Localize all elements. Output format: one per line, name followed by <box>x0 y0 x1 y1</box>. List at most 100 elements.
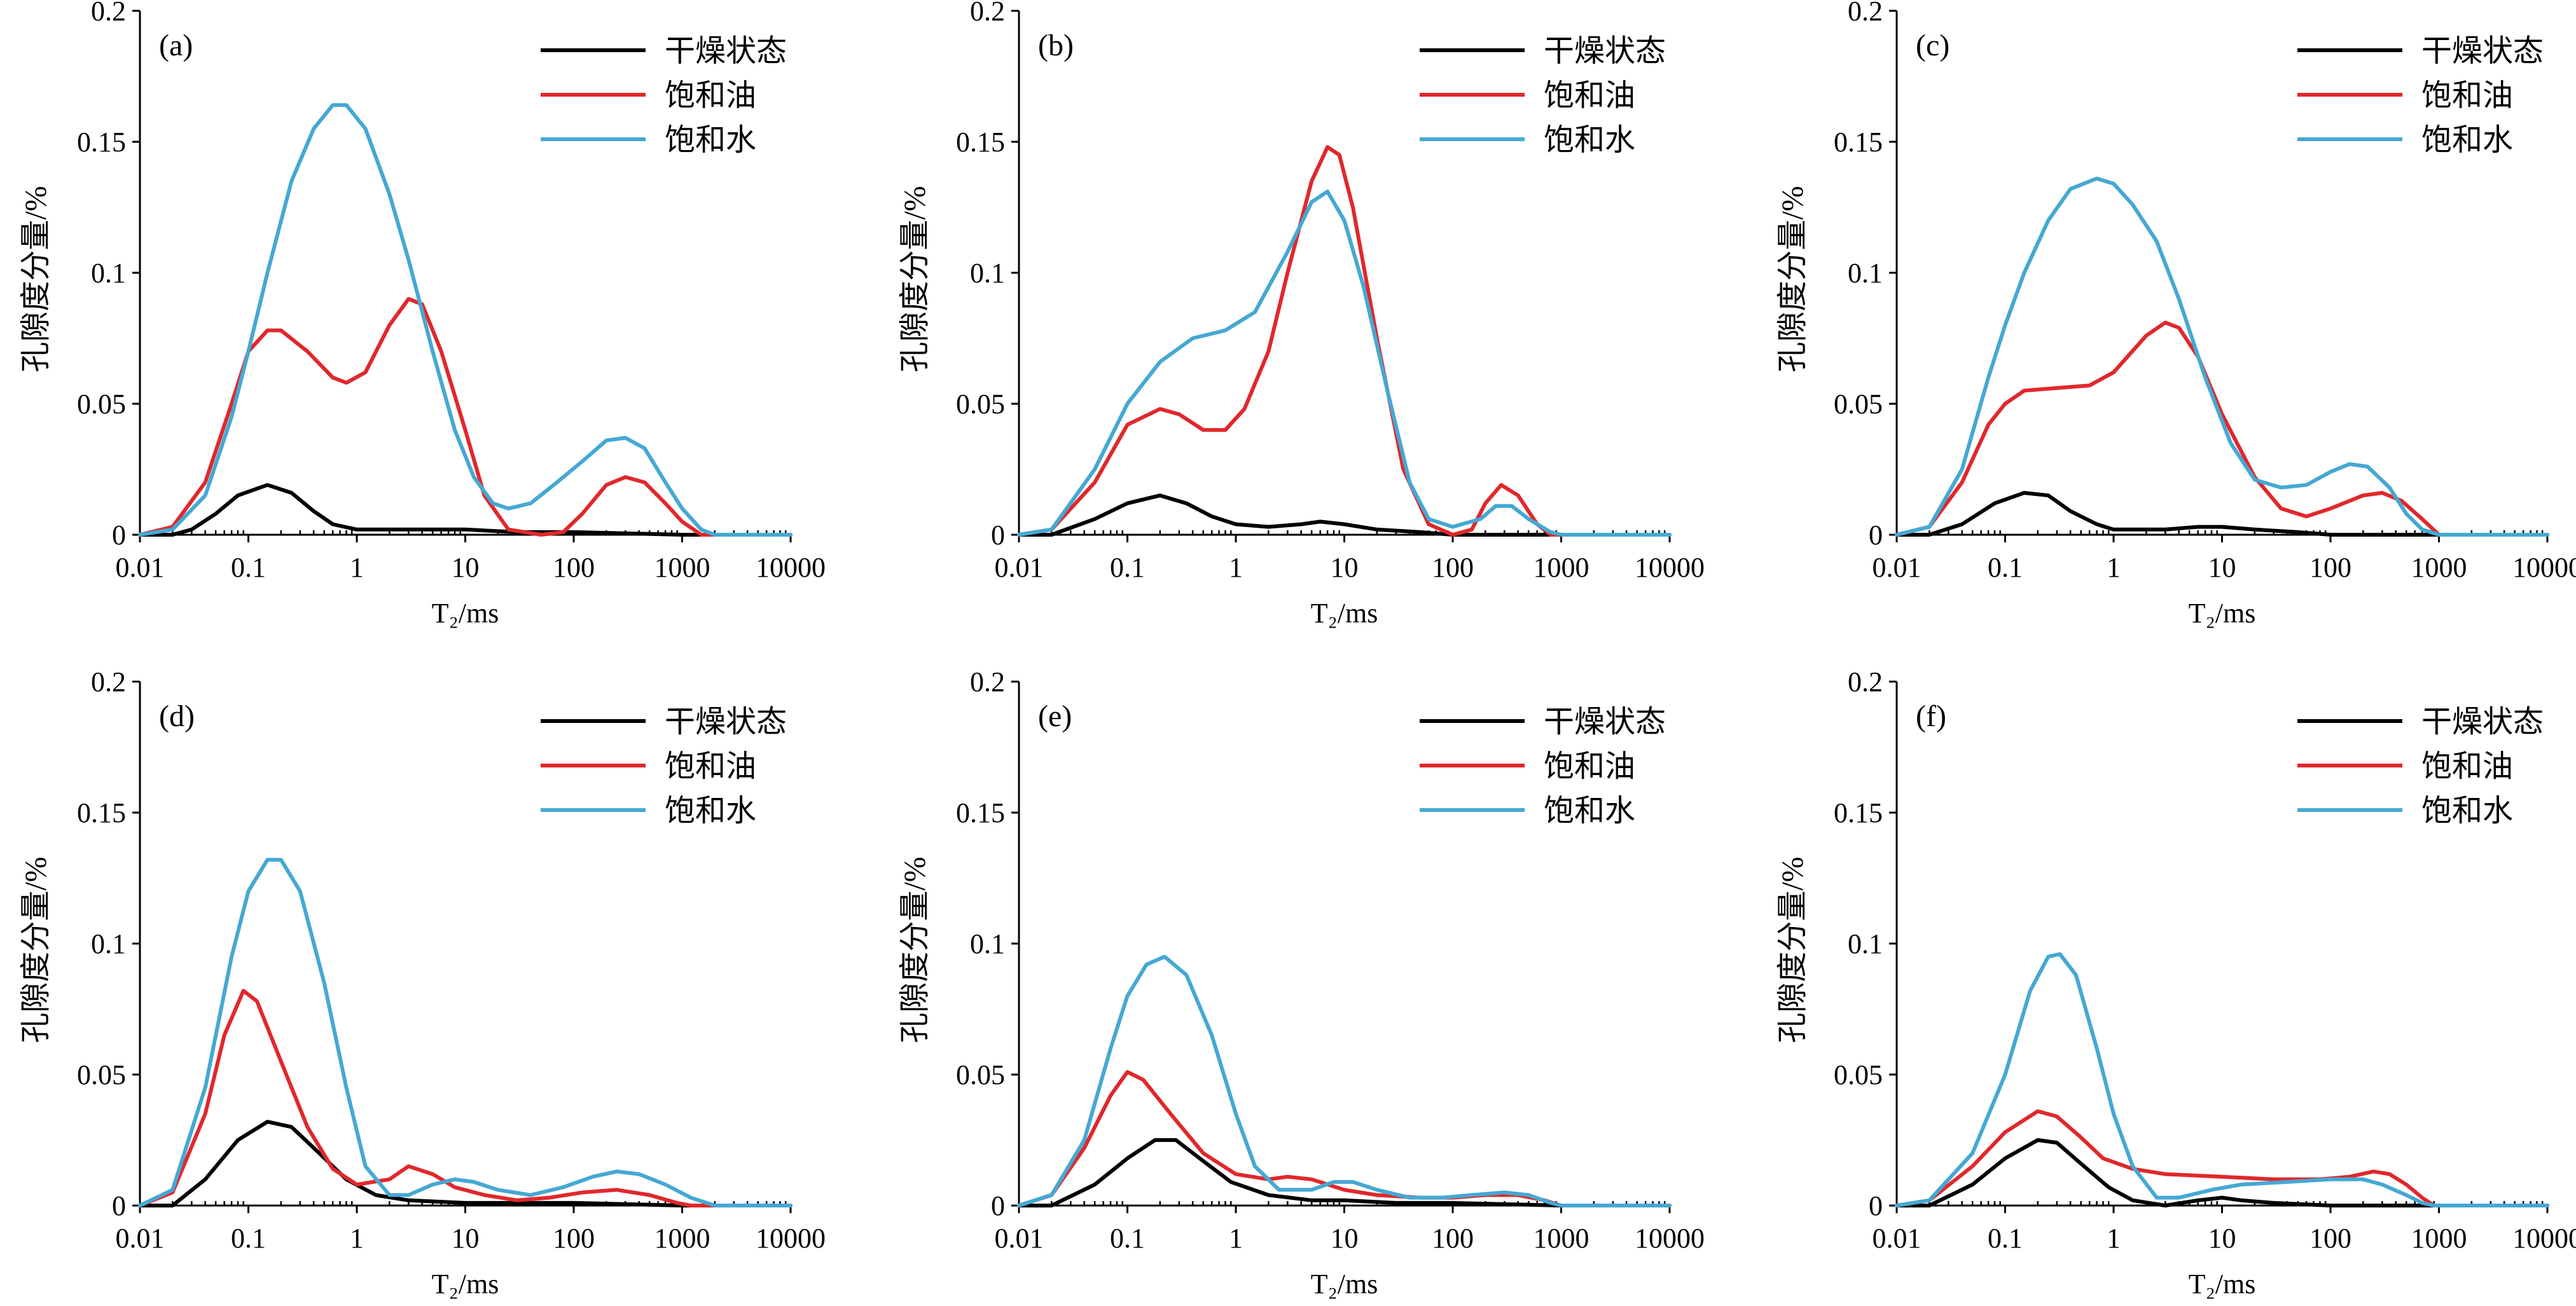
y-axis-title: 孔隙度分量/% <box>19 186 53 372</box>
legend-label: 饱和水 <box>2421 794 2513 828</box>
legend-label: 饱和油 <box>2421 79 2513 113</box>
x-tick-label: 0.01 <box>995 1223 1044 1254</box>
x-tick-label: 1 <box>350 552 364 583</box>
chart-panel-6: 0 0.05 0.1 0.15 0.2 0.01 0.1 1 10 100 1000 10000 T₂/… <box>1776 666 2576 1300</box>
y-tick-label: 0.05 <box>956 1059 1005 1090</box>
y-tick-label: 0 <box>112 1190 126 1221</box>
y-tick-label: 0 <box>991 1190 1005 1221</box>
x-axis-title: T₂/ms <box>432 598 499 629</box>
x-axis-title: T₂/ms <box>2189 598 2256 629</box>
legend-label: 饱和油 <box>1544 750 1635 783</box>
x-tick-label: 100 <box>1432 552 1474 583</box>
series-line <box>138 858 793 1207</box>
series-line <box>1895 320 2549 537</box>
y-tick-label: 0.05 <box>77 1059 126 1090</box>
x-tick-label: 10 <box>452 1223 480 1254</box>
legend-label: 饱和油 <box>665 750 756 783</box>
legend-label: 饱和水 <box>665 794 756 828</box>
x-tick-label: 10 <box>2208 1223 2236 1254</box>
y-tick-label: 0.05 <box>956 388 1005 420</box>
series-line <box>1895 176 2549 537</box>
y-axis-title: 孔隙度分量/% <box>898 186 932 372</box>
x-tick-label: 1000 <box>1534 1223 1589 1254</box>
y-tick-label: 0.2 <box>970 0 1005 27</box>
panel-label: (d) <box>159 699 195 733</box>
y-tick-label: 0.1 <box>970 928 1005 959</box>
x-tick-label: 10000 <box>1635 552 1705 583</box>
x-tick-label: 0.1 <box>1988 1223 2023 1254</box>
legend-label: 干燥状态 <box>665 705 787 739</box>
series-line <box>1017 145 1672 537</box>
x-axis-title: T₂/ms <box>1311 598 1378 629</box>
x-tick-label: 100 <box>1432 1223 1474 1254</box>
x-tick-label: 10 <box>452 552 480 583</box>
series-line <box>1895 952 2549 1207</box>
legend-label: 干燥状态 <box>2421 34 2544 68</box>
x-tick-label: 100 <box>2309 552 2351 583</box>
x-axis-title: T₂/ms <box>432 1268 499 1300</box>
series-line <box>1017 954 1672 1207</box>
y-tick-label: 0.15 <box>77 127 126 158</box>
y-tick-label: 0.2 <box>1848 0 1883 27</box>
x-axis-title: T₂/ms <box>2189 1268 2256 1300</box>
legend-label: 饱和水 <box>2421 123 2513 157</box>
x-tick-label: 10000 <box>756 552 826 583</box>
x-tick-label: 1 <box>1229 1223 1243 1254</box>
x-tick-label: 0.01 <box>1873 1223 1922 1254</box>
x-tick-label: 10 <box>2208 552 2236 583</box>
y-axis-title: 孔隙度分量/% <box>1776 856 1810 1043</box>
x-tick-label: 10000 <box>2512 1223 2576 1254</box>
legend-label: 饱和油 <box>665 79 756 113</box>
y-tick-label: 0.2 <box>970 666 1005 698</box>
x-tick-label: 1000 <box>654 1223 710 1254</box>
x-tick-label: 0.01 <box>116 1223 165 1254</box>
y-axis-title: 孔隙度分量/% <box>19 856 53 1043</box>
x-tick-label: 10000 <box>1635 1223 1705 1254</box>
series-line <box>1895 491 2549 537</box>
legend-label: 干燥状态 <box>665 34 787 68</box>
x-tick-label: 1000 <box>654 552 710 583</box>
x-axis-title: T₂/ms <box>1311 1268 1378 1300</box>
series-line <box>1017 493 1672 537</box>
y-tick-label: 0.05 <box>77 388 126 420</box>
y-tick-label: 0.1 <box>1848 258 1883 289</box>
chart-panel-2: 0 0.05 0.1 0.15 0.2 0.01 0.1 1 10 100 1000 10000 T₂/… <box>898 0 1705 629</box>
x-tick-label: 10 <box>1331 1223 1359 1254</box>
series-line <box>138 989 793 1207</box>
x-tick-label: 1000 <box>1534 552 1589 583</box>
x-tick-label: 100 <box>553 552 595 583</box>
y-tick-label: 0 <box>991 519 1005 551</box>
y-tick-label: 0.15 <box>1834 127 1883 158</box>
x-tick-label: 0.01 <box>995 552 1044 583</box>
legend-label: 饱和水 <box>1544 123 1635 157</box>
x-tick-label: 1 <box>2107 1223 2121 1254</box>
series-line <box>138 1120 793 1207</box>
series-line <box>1017 1138 1672 1207</box>
x-tick-label: 0.1 <box>231 552 266 583</box>
legend-label: 饱和水 <box>665 123 756 157</box>
series-line <box>1017 1069 1672 1207</box>
legend-label: 干燥状态 <box>2421 705 2544 739</box>
y-tick-label: 0.15 <box>956 127 1005 158</box>
panel-label: (c) <box>1916 29 1949 62</box>
x-tick-label: 1000 <box>2411 1223 2467 1254</box>
legend-label: 饱和油 <box>1544 79 1635 113</box>
panel-label: (e) <box>1038 699 1072 733</box>
chart-panel-1: 0 0.05 0.1 0.15 0.2 0.01 0.1 1 10 100 1000 10000 T₂/… <box>19 0 826 629</box>
legend-label: 饱和水 <box>1544 794 1635 828</box>
x-tick-label: 0.1 <box>1988 552 2023 583</box>
y-tick-label: 0 <box>112 519 126 551</box>
x-tick-label: 10000 <box>2512 552 2576 583</box>
chart-panel-4: 0 0.05 0.1 0.15 0.2 0.01 0.1 1 10 100 1000 10000 T₂/… <box>19 666 826 1300</box>
y-tick-label: 0.1 <box>1848 928 1883 959</box>
y-tick-label: 0.05 <box>1834 1059 1883 1090</box>
x-tick-label: 0.1 <box>1110 552 1145 583</box>
panel-label: (f) <box>1916 699 1946 733</box>
chart-panel-3: 0 0.05 0.1 0.15 0.2 0.01 0.1 1 10 100 1000 10000 T₂/… <box>1776 0 2576 629</box>
x-tick-label: 0.01 <box>116 552 165 583</box>
series-line <box>1017 189 1672 537</box>
y-tick-label: 0.15 <box>956 797 1005 828</box>
legend-label: 干燥状态 <box>1544 705 1666 739</box>
y-tick-label: 0.2 <box>1848 666 1883 698</box>
